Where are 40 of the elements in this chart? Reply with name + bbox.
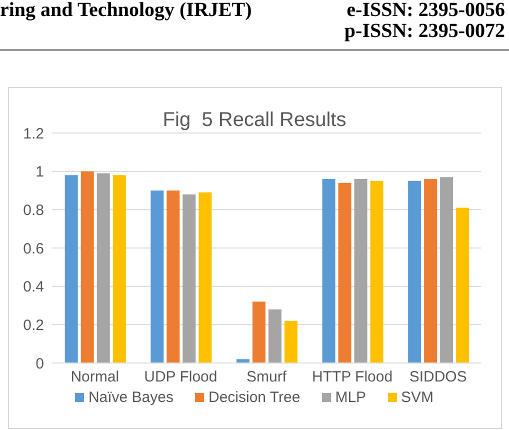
- bar: [440, 177, 454, 363]
- legend-label: MLP: [335, 389, 366, 406]
- y-tick-label: 1: [36, 164, 44, 181]
- text: e-ISSN: 2395-0056: [346, 0, 505, 21]
- bar: [64, 175, 78, 363]
- y-tick-label: 0.6: [23, 240, 44, 258]
- y-tick-label: 0.8: [23, 202, 44, 219]
- bar: [424, 179, 438, 363]
- x-tick-label: UDP Flood: [144, 368, 218, 386]
- y-tick-label: 0.2: [23, 316, 44, 334]
- text: p-ISSN: 2395-0072: [344, 20, 505, 42]
- x-tick-label: Smurf: [246, 368, 288, 386]
- bar: [182, 194, 196, 363]
- bar: [354, 179, 368, 363]
- x-tick-label: Normal: [70, 368, 120, 386]
- bar: [370, 180, 384, 363]
- bar: [198, 192, 212, 363]
- chart-title: Fig 5 Recall Results: [162, 109, 346, 131]
- y-tick-label: 1.2: [23, 125, 44, 142]
- bar: [96, 173, 110, 363]
- legend-label: Decision Tree: [208, 389, 300, 406]
- y-tick-label: 0.4: [23, 278, 44, 296]
- x-tick-label: HTTP Flood: [312, 368, 393, 386]
- legend-label: SVM: [401, 389, 434, 406]
- bar: [408, 180, 422, 363]
- y-tick-label: 0: [36, 355, 44, 372]
- x-tick-label: SIDDOS: [409, 368, 467, 386]
- bar: [338, 182, 352, 363]
- bar: [456, 208, 470, 363]
- text: ring and Technology (IRJET): [0, 0, 252, 21]
- bar: [322, 179, 336, 363]
- bar: [112, 175, 126, 363]
- bar: [284, 320, 298, 363]
- bar: [166, 190, 180, 363]
- bar: [150, 190, 164, 363]
- bar: [80, 171, 94, 363]
- legend-label: Naïve Bayes: [88, 389, 174, 406]
- bar: [252, 302, 266, 363]
- bar: [268, 309, 282, 363]
- bar: [236, 359, 250, 363]
